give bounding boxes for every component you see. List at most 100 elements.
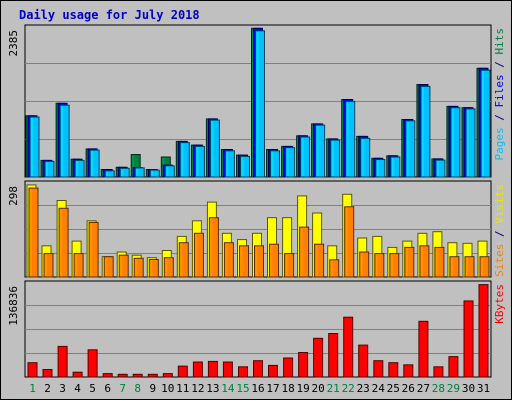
bar-highlight — [226, 151, 229, 176]
x-tick-label: 4 — [74, 382, 81, 395]
bar-sites-day-24 — [374, 253, 385, 278]
bar-highlight — [450, 257, 453, 276]
bar-sites-day-21 — [329, 259, 340, 278]
bar-highlight — [301, 138, 304, 176]
x-tick-label: 20 — [311, 382, 324, 395]
bar-highlight — [29, 363, 31, 376]
x-tick-label: 19 — [296, 382, 309, 395]
bar-highlight — [391, 158, 394, 176]
bar-pages-day-6 — [104, 170, 115, 178]
legend-entry: Visits — [493, 184, 506, 224]
x-tick-label: 18 — [281, 382, 294, 395]
bar-highlight — [195, 234, 198, 276]
x-tick-label: 24 — [372, 382, 386, 395]
bar-highlight — [121, 169, 124, 176]
bar-sites-day-4 — [73, 253, 84, 278]
bar-highlight — [285, 254, 288, 276]
bar-highlight — [76, 161, 79, 176]
bar-highlight — [419, 322, 422, 376]
bar-kbytes-day-30 — [463, 300, 474, 378]
bar-highlight — [329, 334, 332, 376]
bar-highlight — [449, 357, 452, 376]
bar-highlight — [421, 87, 424, 176]
bar-highlight — [209, 362, 212, 376]
x-tick-label: 9 — [149, 382, 156, 395]
bar-kbytes-day-28 — [433, 366, 444, 378]
bar-kbytes-day-5 — [87, 349, 98, 378]
bar-pages-day-25 — [390, 156, 401, 178]
x-tick-label: 17 — [266, 382, 279, 395]
bar-sites-day-20 — [314, 243, 325, 278]
bar-pages-day-15 — [240, 155, 250, 178]
bar-kbytes-day-19 — [298, 352, 309, 378]
bar-highlight — [239, 367, 242, 376]
bar-kbytes-day-9 — [147, 373, 158, 378]
bar-highlight — [360, 253, 363, 276]
bar-highlight — [465, 301, 467, 376]
bar-highlight — [224, 363, 227, 376]
bar-kbytes-day-16 — [253, 360, 263, 378]
bar-highlight — [467, 109, 469, 176]
bar-highlight — [104, 374, 107, 376]
bar-highlight — [314, 339, 317, 376]
bar-pages-day-16 — [255, 30, 265, 178]
bar-sites-day-19 — [299, 226, 310, 278]
bar-pages-day-24 — [375, 159, 386, 178]
legend-entry: Hits — [493, 28, 506, 55]
bar-pages-day-1 — [29, 116, 40, 178]
bar-pages-day-12 — [194, 145, 205, 178]
bar-highlight — [149, 375, 152, 376]
bar-kbytes-day-3 — [57, 345, 68, 378]
bar-kbytes-day-13 — [207, 360, 218, 378]
bar-highlight — [132, 155, 135, 176]
bar-highlight — [284, 359, 287, 376]
x-tick-label: 2 — [44, 382, 51, 395]
bar-sites-day-12 — [193, 232, 204, 278]
legend-entry: KBytes — [493, 284, 506, 324]
bar-sites-day-25 — [389, 253, 400, 278]
chart-title: Daily usage for July 2018 — [19, 8, 200, 22]
x-tick-label: 6 — [104, 382, 111, 395]
x-tick-label: 21 — [327, 382, 340, 395]
bar-sites-day-5 — [88, 221, 99, 278]
bar-sites-day-3 — [58, 207, 69, 278]
x-tick-label: 11 — [176, 382, 189, 395]
bar-highlight — [211, 121, 214, 176]
bar-highlight — [300, 228, 303, 276]
bar-sites-day-29 — [449, 256, 460, 278]
bar-highlight — [269, 366, 272, 376]
bar-highlight — [376, 160, 379, 176]
bar-sites-day-8 — [133, 257, 144, 278]
bar-highlight — [344, 318, 347, 376]
y-max-label: 2385 — [7, 30, 20, 57]
bar-highlight — [299, 353, 302, 376]
bar-highlight — [345, 207, 348, 276]
bar-highlight — [482, 71, 484, 176]
bar-pages-day-5 — [89, 149, 100, 178]
bar-highlight — [45, 254, 47, 276]
x-tick-label: 5 — [89, 382, 96, 395]
bar-pages-day-18 — [285, 147, 296, 178]
bar-highlight — [316, 126, 319, 176]
x-tick-label: 12 — [191, 382, 204, 395]
legend-entry: / — [493, 224, 506, 244]
x-tick-label: 26 — [402, 382, 415, 395]
bar-highlight — [74, 373, 77, 376]
bar-pages-day-29 — [450, 107, 461, 178]
bar-kbytes-day-14 — [222, 361, 233, 378]
bar-sites-day-22 — [344, 206, 355, 278]
bar-highlight — [120, 256, 123, 276]
x-tick-label: 30 — [462, 382, 475, 395]
x-tick-label: 22 — [342, 382, 355, 395]
x-tick-label: 14 — [221, 382, 235, 395]
bar-kbytes-day-6 — [102, 373, 113, 378]
bar-highlight — [331, 141, 334, 176]
bar-highlight — [60, 209, 63, 276]
x-tick-label: 16 — [251, 382, 264, 395]
bar-highlight — [451, 108, 454, 176]
bar-highlight — [166, 166, 169, 176]
bar-pages-day-8 — [134, 167, 145, 178]
x-tick-label: 23 — [357, 382, 370, 395]
bar-pages-day-23 — [360, 137, 371, 178]
bar-pages-day-22 — [345, 100, 356, 178]
